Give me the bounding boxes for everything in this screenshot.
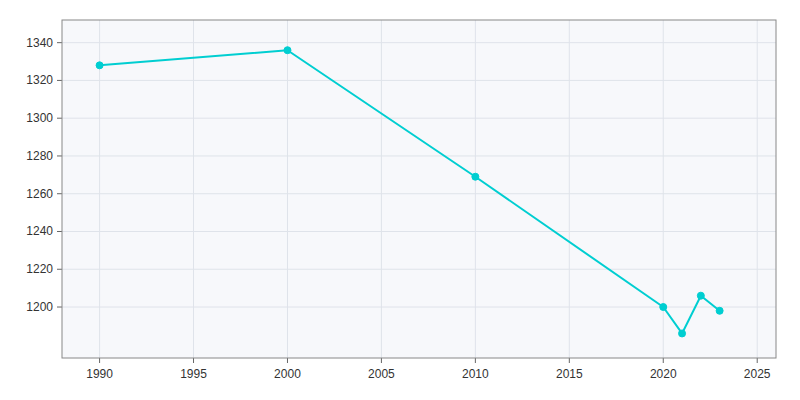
y-grid-line [62, 42, 776, 43]
x-tick-label: 1990 [86, 367, 113, 381]
line [100, 50, 720, 333]
y-grid-line [62, 193, 776, 194]
chart-container: 1990 1995 2000 2005 2010 2015 2020 2025 1200 1220… [0, 0, 800, 400]
y-grid-line [62, 307, 776, 308]
x-tick-label: 2025 [744, 367, 771, 381]
y-tick-label: 1280 [26, 149, 53, 163]
point [660, 304, 667, 311]
x-tick [287, 358, 288, 363]
grid [62, 20, 776, 358]
y-tick-label: 1340 [26, 36, 53, 50]
x-tick-label: 2015 [556, 367, 583, 381]
x-tick [99, 358, 100, 363]
x-tick [381, 358, 382, 363]
y-tick-label: 1200 [26, 300, 53, 314]
x-tick-label: 2005 [368, 367, 395, 381]
y-tick-label: 1300 [26, 111, 53, 125]
x-tick-label: 2020 [650, 367, 677, 381]
y-tick [57, 307, 62, 308]
axes: 1990 1995 2000 2005 2010 2015 2020 2025 1200 1220… [26, 20, 776, 381]
y-grid-line [62, 155, 776, 156]
point [96, 62, 103, 69]
point [472, 173, 479, 180]
x-tick [193, 358, 194, 363]
y-tick [57, 42, 62, 43]
y-tick [57, 193, 62, 194]
plot-frame [62, 20, 776, 358]
chart: 1990 1995 2000 2005 2010 2015 2020 2025 1200 1220… [0, 0, 800, 400]
y-tick-label: 1220 [26, 262, 53, 276]
point [697, 292, 704, 299]
x-tick [663, 358, 664, 363]
point [679, 330, 686, 337]
y-tick [57, 269, 62, 270]
point [284, 47, 291, 54]
x-tick [757, 358, 758, 363]
y-grid-line [62, 231, 776, 232]
point [716, 307, 723, 314]
y-grid-line [62, 118, 776, 119]
y-tick [57, 231, 62, 232]
x-tick [475, 358, 476, 363]
y-tick [57, 80, 62, 81]
x-tick-label: 2000 [274, 367, 301, 381]
y-tick-label: 1240 [26, 224, 53, 238]
y-grid-line [62, 269, 776, 270]
plot-background [62, 20, 776, 358]
page: {"chart_data": {"type": "line", "x": [19… [0, 0, 800, 400]
y-tick [57, 155, 62, 156]
x-tick [569, 358, 570, 363]
y-grid-line [62, 80, 776, 81]
y-tick-label: 1320 [26, 73, 53, 87]
x-tick-label: 1995 [180, 367, 207, 381]
x-tick-label: 2010 [462, 367, 489, 381]
series [96, 47, 723, 337]
y-tick [57, 118, 62, 119]
y-tick-label: 1260 [26, 187, 53, 201]
